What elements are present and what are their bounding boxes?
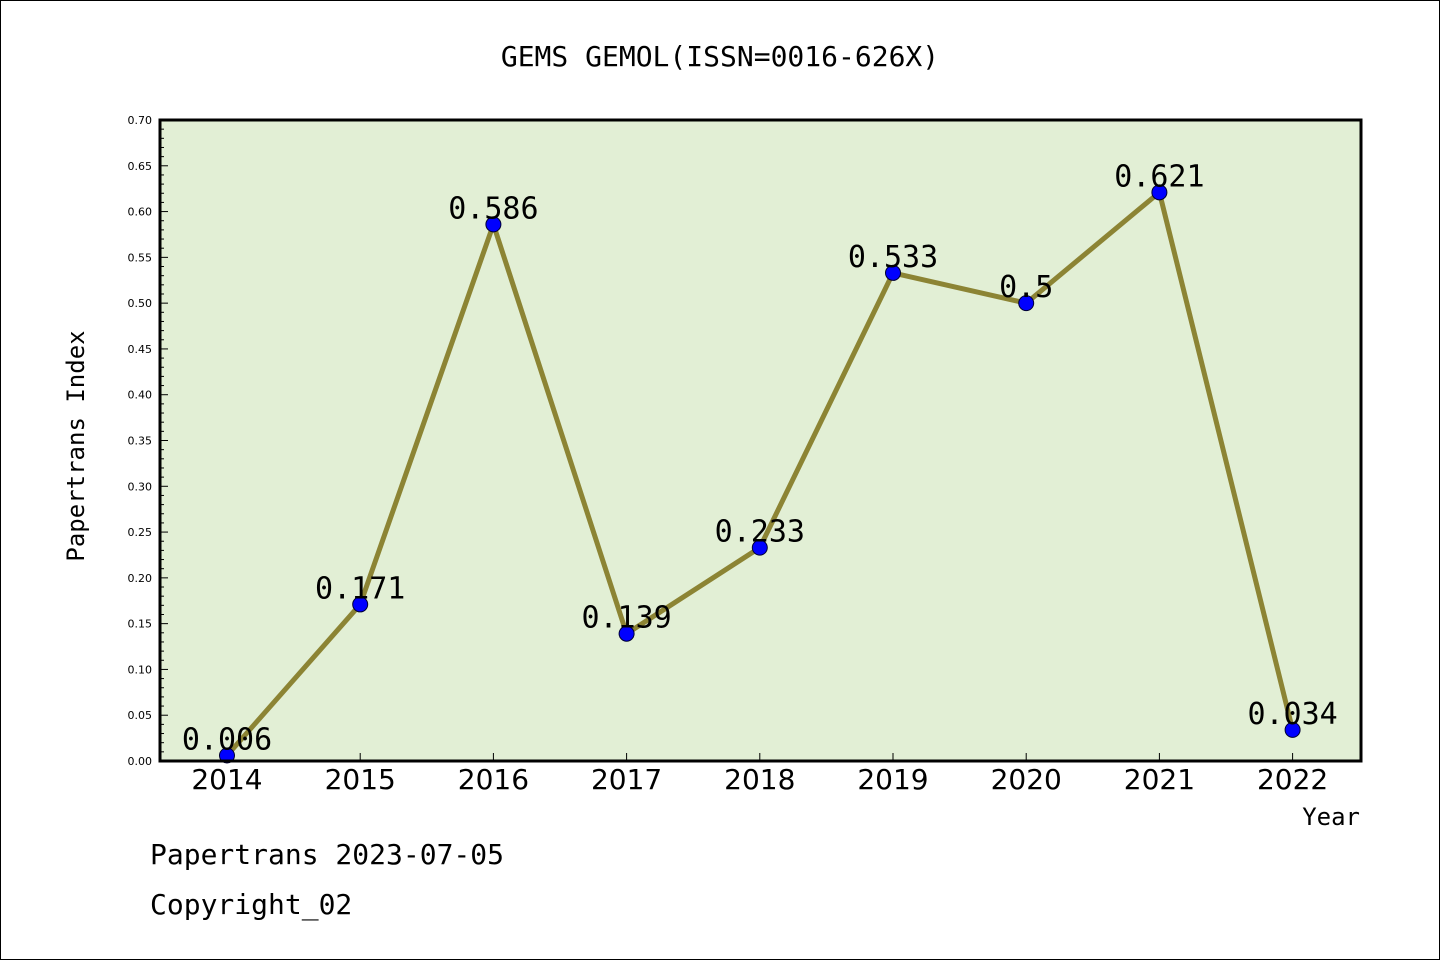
data-point [618, 625, 635, 642]
x-tick-label: 2021 [1124, 763, 1195, 796]
y-tick-label: 0.65 [128, 160, 153, 173]
y-tick-label: 0.25 [128, 526, 153, 539]
y-tick-label: 0.45 [128, 343, 153, 356]
data-label: 0.139 [581, 601, 671, 636]
data-label: 0.533 [848, 240, 938, 275]
y-axis-ticks: 0.00 0.05 0.10 0.15 0.20 0.25 0.30 0.35 0.40 0.45… [128, 114, 168, 768]
x-axis-label: Year [1302, 803, 1360, 831]
x-tick-label: 2019 [857, 763, 928, 796]
data-label: 0.233 [715, 515, 805, 550]
data-label: 0.171 [315, 571, 405, 606]
y-tick-label: 0.20 [128, 572, 153, 585]
data-point [485, 216, 502, 233]
footer-date: Papertrans 2023-07-05 [150, 838, 504, 871]
x-tick-label: 2016 [458, 763, 529, 796]
data-label: 0.034 [1247, 697, 1337, 732]
y-tick-label: 0.15 [128, 618, 153, 631]
y-tick-label: 0.60 [128, 206, 153, 219]
x-tick-label: 2020 [991, 763, 1062, 796]
plot-area [160, 120, 1361, 761]
data-point [1151, 184, 1168, 201]
x-tick-label: 2017 [591, 763, 662, 796]
x-tick-label: 2015 [325, 763, 396, 796]
footer-copyright: Copyright_02 [150, 888, 352, 922]
x-axis-ticks: 2014 2015 2016 2017 2018 2019 2020 2021 2022 [191, 753, 1328, 796]
y-tick-label: 0.05 [128, 709, 153, 722]
data-label: 0.621 [1114, 159, 1204, 194]
chart-title: GEMS GEMOL(ISSN=0016-626X) [501, 40, 939, 73]
y-tick-label: 0.70 [128, 114, 153, 127]
data-point [352, 596, 369, 613]
data-label: 0.5 [999, 270, 1053, 305]
data-label: 0.006 [182, 723, 272, 758]
y-axis-label: Papertrans Index [62, 330, 90, 561]
x-tick-label: 2018 [724, 763, 795, 796]
data-point [1284, 721, 1301, 738]
data-point [1018, 295, 1035, 312]
y-tick-label: 0.35 [128, 435, 153, 448]
y-tick-label: 0.30 [128, 480, 153, 493]
y-tick-label: 0.40 [128, 389, 153, 402]
plot-border [158, 118, 1363, 763]
y-tick-label: 0.00 [128, 755, 153, 768]
data-point [219, 747, 235, 764]
series-points [219, 184, 1301, 764]
x-tick-label: 2014 [191, 763, 262, 796]
data-point [751, 539, 768, 556]
x-tick-label: 2022 [1257, 763, 1328, 796]
y-tick-label: 0.10 [128, 663, 153, 676]
y-tick-label: 0.50 [128, 297, 153, 310]
data-label: 0.586 [448, 191, 538, 226]
data-labels: 0.006 0.171 0.586 0.139 0.233 0.533 0.5 0.621 0.… [182, 159, 1338, 757]
data-point [885, 264, 901, 281]
y-tick-label: 0.55 [128, 251, 153, 264]
